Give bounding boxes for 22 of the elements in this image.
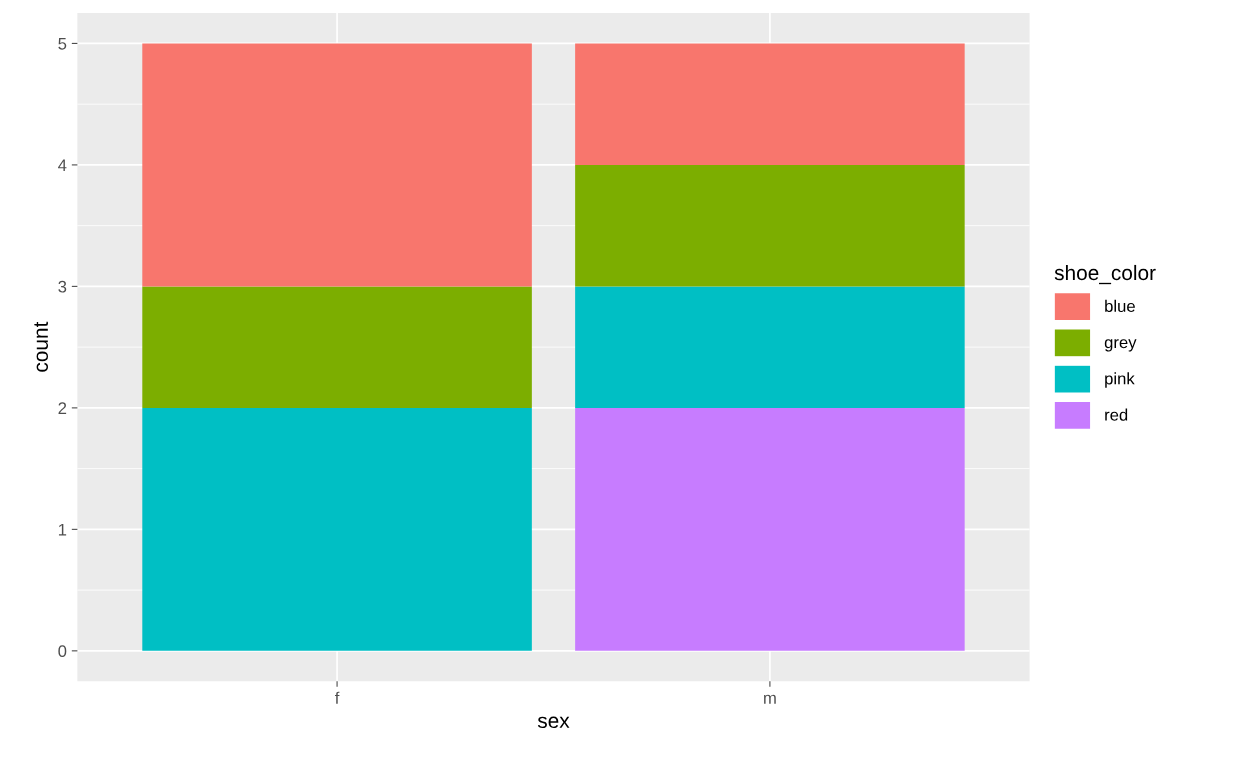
y-axis-title: count — [34, 321, 49, 372]
y-tick-label: 0 — [58, 645, 67, 658]
x-tick-label: m — [764, 694, 776, 704]
bar — [575, 286, 965, 408]
y-tick-label: 1 — [58, 523, 67, 536]
y-tick-label: 4 — [58, 159, 67, 171]
y-tick-label: 5 — [58, 38, 67, 50]
bar — [575, 43, 965, 165]
bar — [575, 164, 965, 287]
bar — [142, 407, 532, 651]
legend-label: red — [1105, 408, 1128, 421]
y-tick-label: 2 — [58, 402, 67, 414]
y-tick-label: 3 — [58, 280, 67, 293]
x-axis-title: sex — [537, 716, 570, 729]
x-tick-label: f — [335, 691, 340, 704]
bar — [575, 407, 965, 651]
bar — [142, 43, 532, 287]
legend-label: pink — [1105, 372, 1135, 388]
legend-label: blue — [1105, 299, 1135, 313]
bar — [142, 286, 532, 408]
legend-title: shoe_color — [1054, 264, 1156, 285]
legend-label: grey — [1104, 339, 1137, 352]
